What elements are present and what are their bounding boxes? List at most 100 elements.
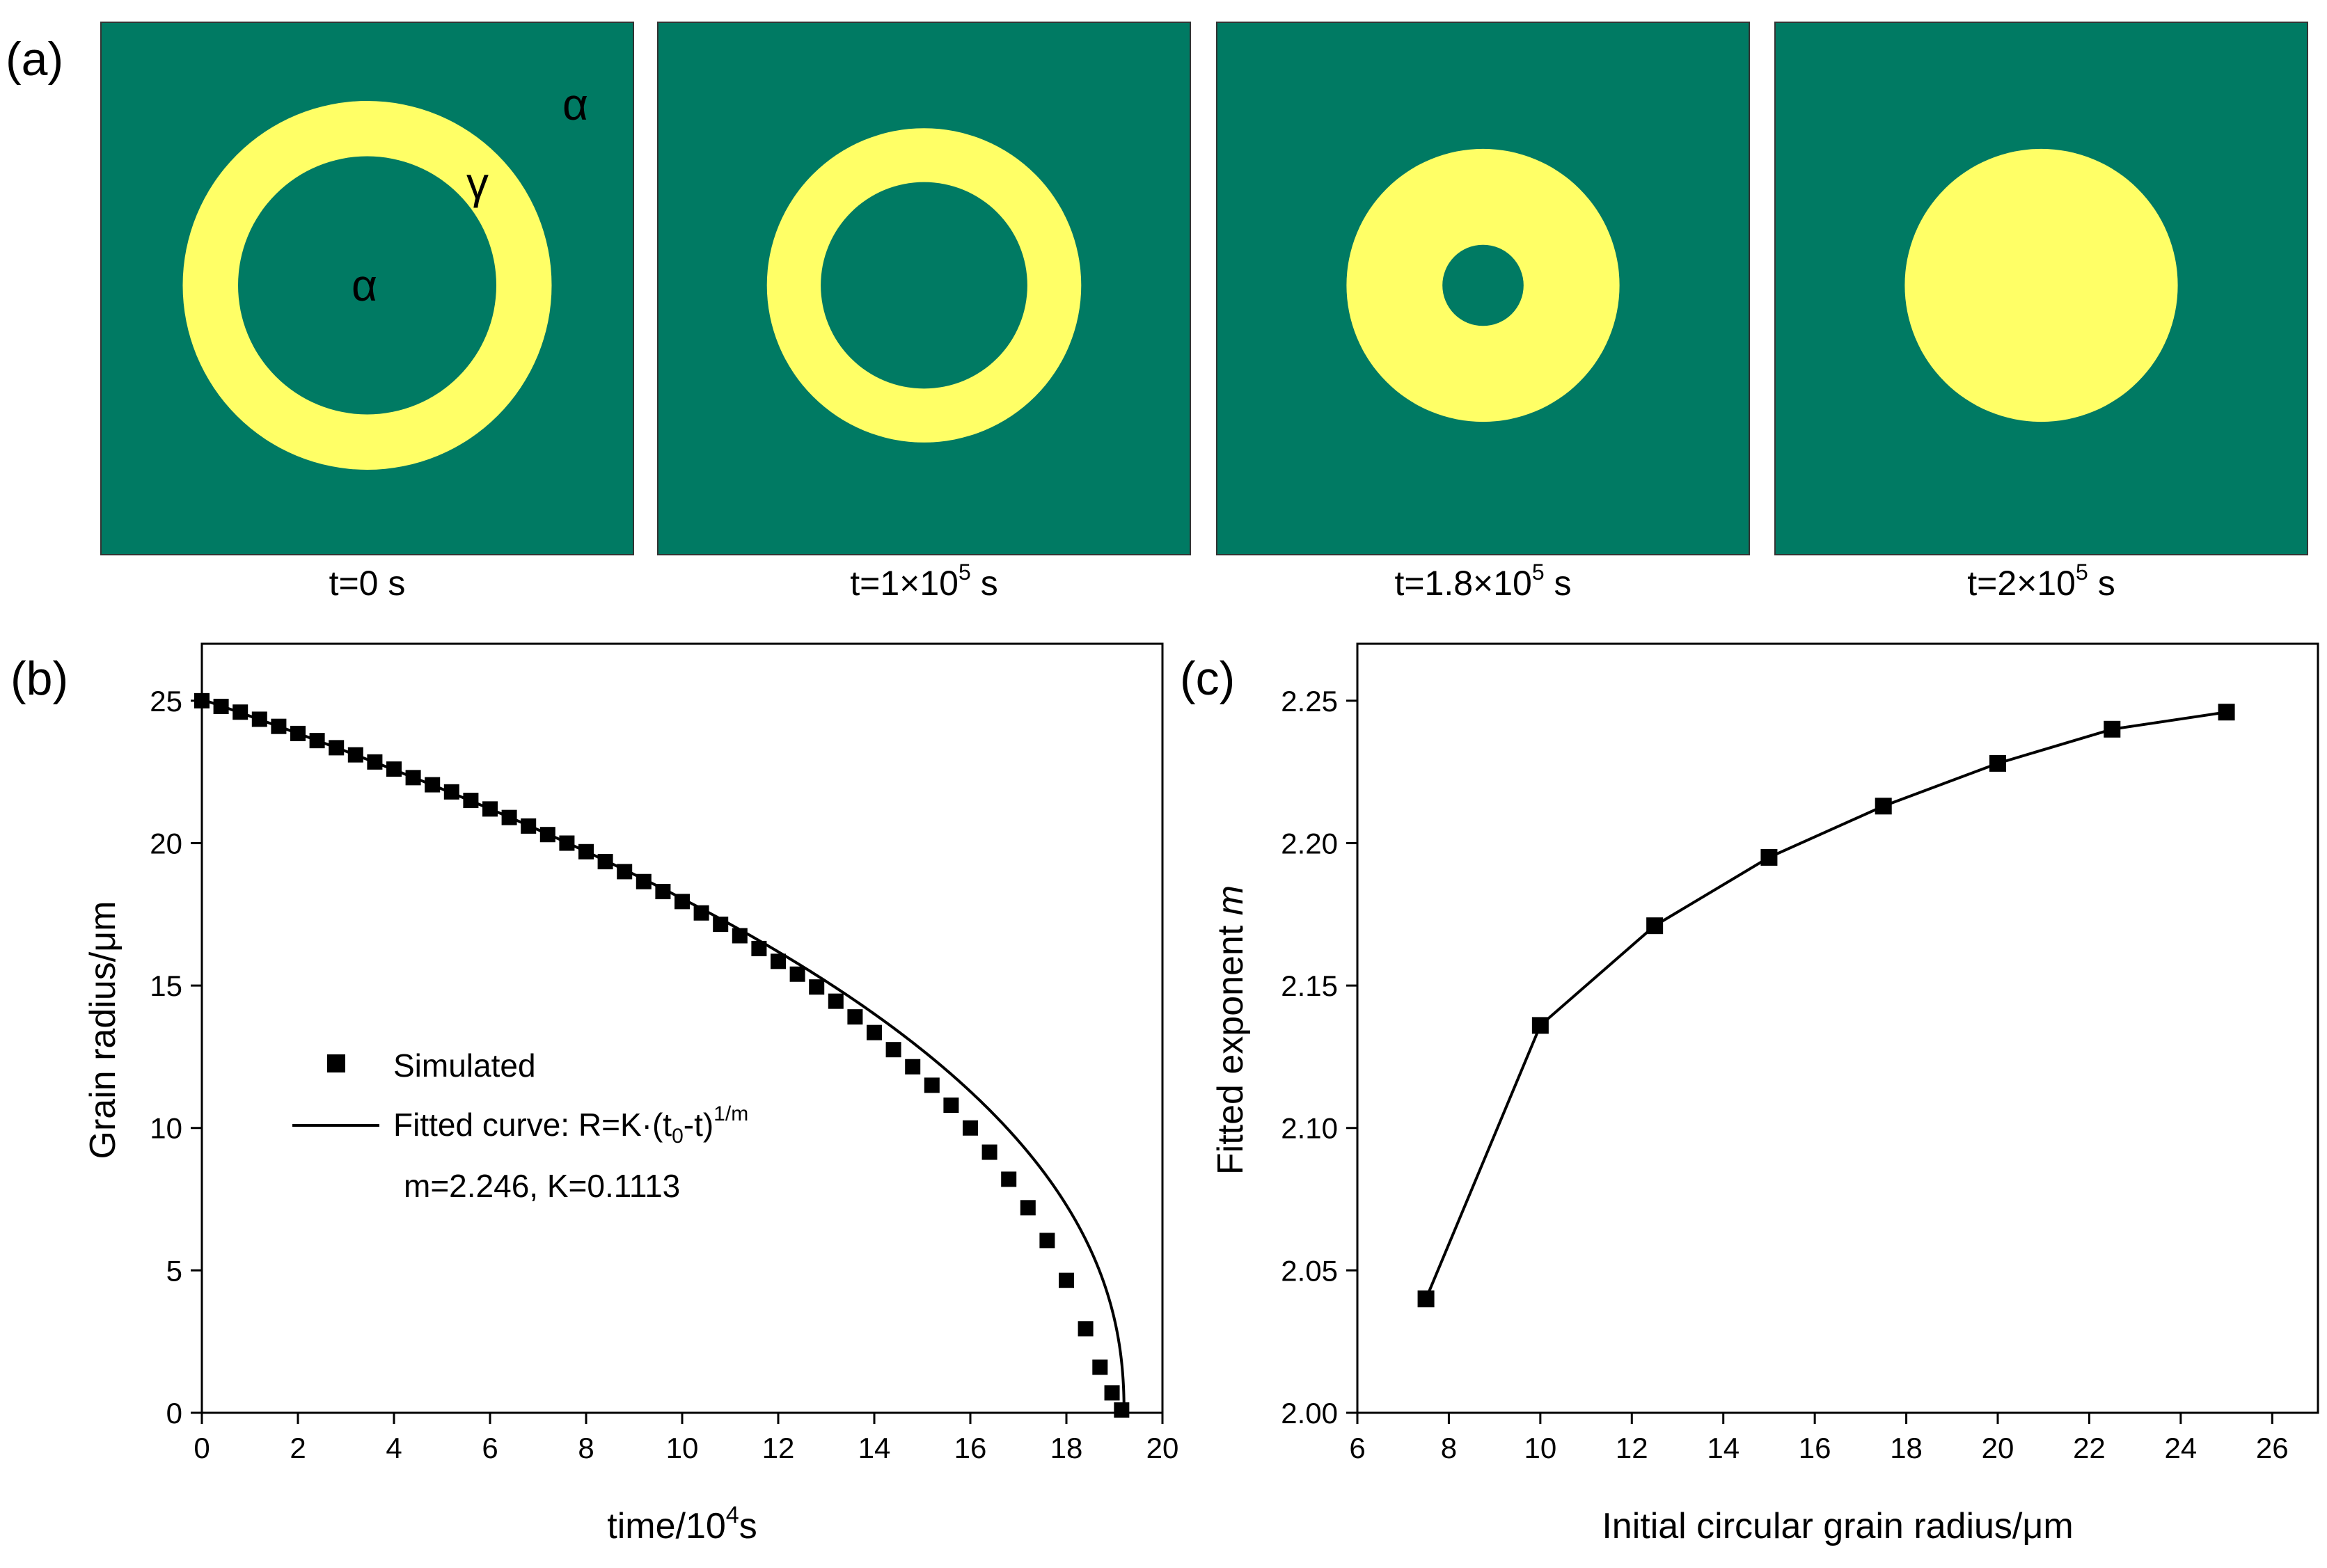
chart-b-y-tick-label: 15 [150, 969, 182, 1002]
chart-b-y-tick-label: 20 [150, 827, 182, 860]
chart-b-point [1039, 1233, 1055, 1249]
chart-c-point [1646, 917, 1664, 935]
chart-b-point [347, 747, 363, 763]
chart-b-point [847, 1009, 863, 1025]
snapshot-time-label: t=1.8×105 s [1394, 560, 1571, 603]
chart-b-point [771, 953, 786, 969]
chart-c-x-tick-label: 22 [2073, 1432, 2106, 1464]
chart-c-y-tick-label: 2.20 [1281, 827, 1338, 860]
chart-b-point [963, 1120, 978, 1136]
chart-c-y-tick-label: 2.10 [1281, 1112, 1338, 1145]
chart-b-y-axis: 0 5 10 15 20 25 [150, 685, 202, 1430]
chart-b-plot-area [200, 642, 1164, 1414]
phase-label-alpha-inner: α [352, 260, 377, 310]
chart-b-point [885, 1042, 901, 1058]
chart-c-x-tick-label: 18 [1890, 1432, 1923, 1464]
chart-b-y-tick-label: 10 [150, 1112, 182, 1145]
chart-b-point [675, 894, 690, 910]
chart-b-point [809, 979, 825, 995]
chart-b-point [329, 740, 345, 756]
chart-c-x-tick-label: 20 [1982, 1432, 2014, 1464]
panel-b-label: (b) [10, 652, 68, 705]
chart-b-point [213, 699, 229, 715]
chart-c-point [1531, 1017, 1549, 1034]
snapshot-time-label: t=0 s [329, 564, 406, 603]
chart-c-point [1989, 754, 2006, 772]
chart-c-x-tick-label: 24 [2164, 1432, 2197, 1464]
chart-b-point [521, 818, 537, 834]
panel-c-label: (c) [1180, 652, 1235, 705]
chart-b-point [943, 1098, 959, 1113]
chart-b-frame [200, 642, 1164, 1414]
chart-b-point [232, 704, 249, 720]
chart-b-point [1104, 1385, 1120, 1401]
gamma-grain-ring [1904, 148, 2178, 422]
chart-b-x-axis-title: time/104s [607, 1502, 757, 1546]
chart-b-point [539, 827, 555, 843]
chart-b-point [1092, 1359, 1108, 1375]
legend-marker-simulated [327, 1054, 345, 1072]
chart-b-point [981, 1144, 997, 1160]
chart-b-x-tick-label: 6 [482, 1432, 498, 1464]
phase-label-alpha-outer: α [562, 79, 588, 129]
chart-b-point [867, 1024, 882, 1040]
chart-b-simulated-points [194, 692, 1130, 1418]
chart-c-x-axis: 6 8 10 12 14 16 18 20 22 24 26 [1349, 1413, 2289, 1464]
chart-b-point [386, 761, 402, 777]
phase-label-gamma: γ [466, 158, 489, 208]
chart-b-x-tick-label: 0 [194, 1432, 210, 1464]
chart-c-point [2218, 704, 2235, 721]
chart-b-y-tick-label: 25 [150, 685, 182, 718]
chart-c-series-line [1424, 711, 2227, 1300]
chart-c-points [1417, 704, 2235, 1308]
legend-label-simulated: Simulated [393, 1047, 536, 1084]
snapshot-time-label: t=1×105 s [850, 560, 997, 603]
chart-c-point [1875, 798, 1892, 815]
chart-b-point [693, 905, 709, 921]
snapshot-2: t=1×105 s [657, 22, 1191, 603]
chart-b-point [751, 940, 767, 956]
chart-c-frame [1356, 642, 2319, 1414]
chart-b-x-tick-label: 8 [578, 1432, 594, 1464]
chart-b-point [578, 844, 594, 860]
chart-b-legend: Simulated Fitted curve: R=K·(t0-t)1/m m=… [292, 1047, 748, 1204]
chart-b-point [655, 884, 671, 900]
chart-b-point [1078, 1321, 1094, 1337]
chart-b-x-tick-label: 20 [1146, 1432, 1179, 1464]
chart-b-point [1020, 1200, 1036, 1216]
panel-b: (b) 0 2 4 6 8 10 12 14 16 18 20 0 5 10 15 20 25 time/10… [10, 642, 1179, 1546]
chart-b-x-tick-label: 12 [762, 1432, 795, 1464]
chart-b-point [271, 718, 287, 734]
chart-b-point [482, 801, 498, 817]
inner-alpha-core [1442, 244, 1524, 326]
chart-c-y-tick-label: 2.25 [1281, 685, 1338, 718]
chart-b-x-tick-label: 4 [386, 1432, 402, 1464]
chart-b-point [732, 928, 748, 944]
panel-a: (a) t=0 s α α γ t=1×105 s t=1.8×105 s t=2×105 … [6, 22, 2308, 603]
snapshot-row: t=0 s α α γ t=1×105 s t=1.8×105 s t=2×105 s [100, 22, 2308, 603]
chart-c-x-tick-label: 16 [1799, 1432, 1831, 1464]
chart-b-y-tick-label: 5 [166, 1254, 182, 1287]
chart-c-x-tick-label: 26 [2256, 1432, 2289, 1464]
snapshot-1: t=0 s α α γ [100, 22, 634, 603]
chart-b-point [559, 835, 575, 851]
chart-b-y-axis-title: Grain radius/μm [83, 901, 123, 1159]
chart-c-y-tick-label: 2.00 [1281, 1397, 1338, 1430]
chart-b-point [597, 854, 613, 870]
chart-c-y-tick-label: 2.05 [1281, 1254, 1338, 1287]
chart-b-point [905, 1059, 921, 1075]
chart-c-point [2104, 720, 2121, 738]
legend-label-fitted: Fitted curve: R=K·(t0-t)1/m [393, 1102, 748, 1148]
chart-c-x-tick-label: 6 [1349, 1432, 1365, 1464]
chart-b-x-tick-label: 18 [1050, 1432, 1083, 1464]
chart-b-point [405, 770, 421, 786]
chart-c-x-tick-label: 12 [1616, 1432, 1648, 1464]
chart-b-point [194, 692, 210, 708]
chart-c-point [1417, 1290, 1435, 1308]
legend-fit-params: m=2.246, K=0.1113 [404, 1168, 680, 1204]
chart-c-x-tick-label: 10 [1524, 1432, 1556, 1464]
chart-b-point [501, 809, 517, 825]
chart-b-point [367, 754, 383, 770]
chart-c-y-tick-label: 2.15 [1281, 969, 1338, 1002]
